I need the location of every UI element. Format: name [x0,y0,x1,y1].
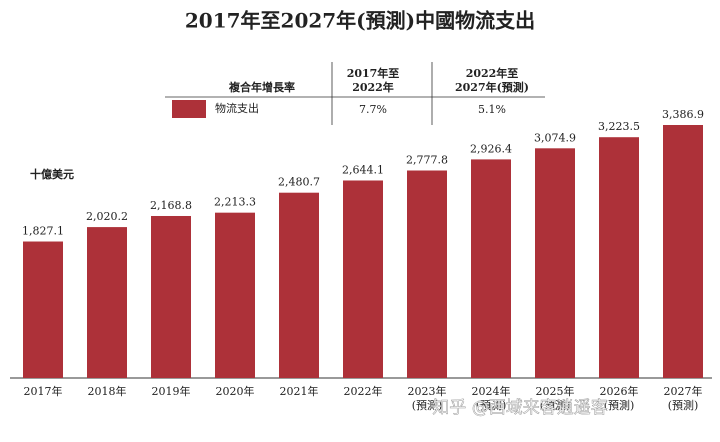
unit-label: 十億美元 [30,167,74,181]
period-label: 2022年 [352,80,394,94]
x-tick-label: 2024年 [472,384,511,398]
value-label: 2,480.7 [278,176,320,189]
bar [87,227,127,378]
bar [535,148,575,378]
bar [279,192,319,378]
table-header: 複合年增長率 [228,80,295,94]
x-tick-label: 2017年 [24,384,63,398]
x-tick-label: 2022年 [344,384,383,398]
x-tick-label: 2026年 [600,384,639,398]
x-tick-label: 2019年 [152,384,191,398]
bar [663,125,703,378]
period-label: 2022年至 [466,66,519,80]
x-tick-label: (預測) [476,398,507,412]
bar [215,212,255,378]
value-label: 2,926.4 [470,142,512,155]
rate-label: 5.1% [478,103,506,116]
x-tick-label: 2025年 [536,384,575,398]
legend-swatch [172,100,206,118]
value-label: 2,644.1 [342,163,384,176]
bar [343,180,383,378]
value-label: 2,168.8 [150,199,192,212]
x-tick-label: (預測) [412,398,443,412]
x-tick-label: 2018年 [88,384,127,398]
x-tick-label: 2027年 [664,384,703,398]
rate-label: 7.7% [359,103,387,116]
bar [23,241,63,378]
period-label: 2027年(預測) [455,80,529,94]
value-label: 2,777.8 [406,153,448,166]
legend-label: 物流支出 [215,101,259,115]
bar [151,215,191,378]
bar [407,170,447,378]
value-label: 3,223.5 [598,120,640,133]
watermark: 知乎 @西域来客逍遥客 [432,398,607,418]
value-label: 3,074.9 [534,131,576,144]
period-label: 2017年至 [347,66,400,80]
x-tick-label: (預測) [668,398,699,412]
x-tick-label: (預測) [540,398,571,412]
chart-title: 2017年至2027年(預測)中國物流支出 [185,9,535,33]
value-label: 2,213.3 [214,196,256,209]
value-label: 1,827.1 [22,225,64,238]
bar [471,159,511,378]
x-tick-label: 2021年 [280,384,319,398]
value-label: 2,020.2 [86,210,128,223]
x-tick-label: 2020年 [216,384,255,398]
value-label: 3,386.9 [662,108,704,121]
bar [599,137,639,378]
x-tick-label: 2023年 [408,384,447,398]
x-tick-label: (預測) [604,398,635,412]
